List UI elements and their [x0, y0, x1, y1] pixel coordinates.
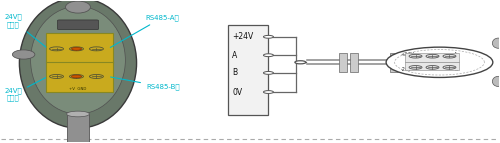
Text: +24V: +24V	[400, 52, 414, 57]
Text: RS485-B极: RS485-B极	[110, 77, 180, 90]
Ellipse shape	[492, 76, 500, 87]
Circle shape	[90, 75, 104, 79]
Ellipse shape	[492, 38, 500, 48]
Bar	[339, 53, 347, 72]
Ellipse shape	[30, 6, 126, 114]
Ellipse shape	[66, 111, 90, 117]
Circle shape	[70, 75, 84, 79]
Bar	[46, 33, 113, 92]
Text: +V  GND: +V GND	[70, 87, 86, 91]
Ellipse shape	[12, 50, 35, 59]
Text: A: A	[232, 51, 237, 60]
Bar	[350, 53, 358, 72]
Circle shape	[72, 75, 82, 78]
Circle shape	[264, 72, 274, 74]
Circle shape	[409, 54, 422, 58]
Circle shape	[386, 47, 493, 78]
Circle shape	[443, 54, 456, 58]
Circle shape	[409, 65, 422, 69]
Text: +24V: +24V	[232, 32, 254, 41]
Bar	[400, 53, 408, 72]
Circle shape	[50, 75, 64, 79]
Ellipse shape	[20, 0, 136, 128]
FancyBboxPatch shape	[58, 20, 98, 30]
Text: RS485-A极: RS485-A极	[110, 14, 180, 47]
Circle shape	[295, 61, 306, 64]
Circle shape	[264, 35, 274, 38]
Text: 24V电
源正极: 24V电 源正极	[4, 14, 46, 47]
Circle shape	[426, 65, 439, 69]
Text: 0V: 0V	[232, 88, 242, 97]
Text: B: B	[454, 67, 458, 72]
Text: -24V: -24V	[400, 67, 412, 72]
Ellipse shape	[66, 1, 90, 13]
Circle shape	[72, 47, 82, 50]
Bar	[390, 53, 398, 72]
Text: A: A	[454, 52, 458, 57]
Circle shape	[264, 54, 274, 57]
Circle shape	[50, 47, 64, 51]
Circle shape	[70, 47, 84, 51]
Circle shape	[264, 91, 274, 93]
Bar	[66, 114, 90, 142]
Bar	[228, 25, 268, 115]
Circle shape	[443, 65, 456, 69]
Text: B: B	[232, 68, 237, 77]
Bar	[404, 53, 460, 70]
Circle shape	[426, 54, 439, 58]
Circle shape	[90, 47, 104, 51]
Text: 24V电
源负极: 24V电 源负极	[4, 78, 46, 101]
